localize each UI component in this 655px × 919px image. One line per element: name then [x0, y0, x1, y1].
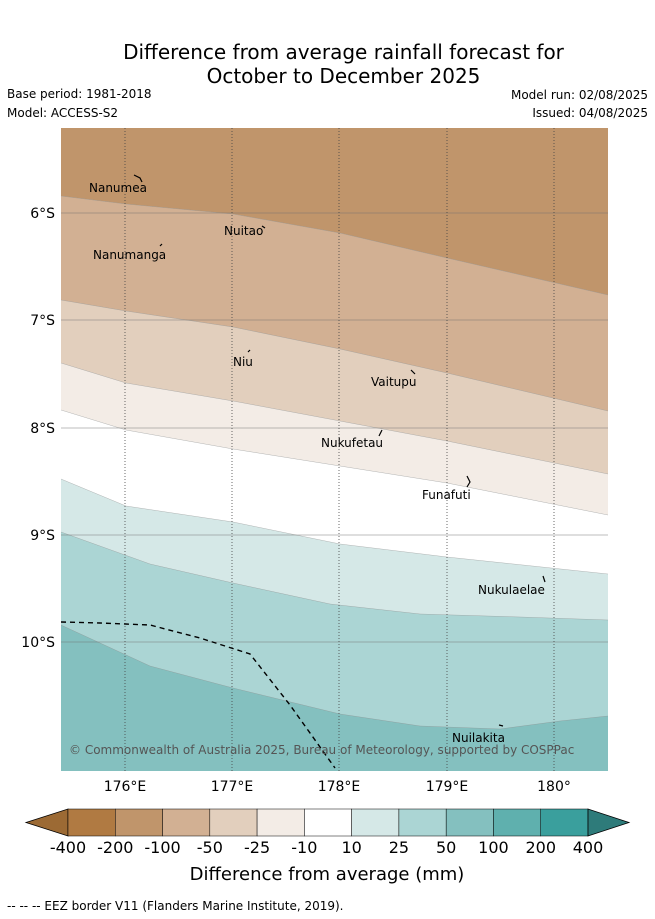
lat-gridlines: [61, 212, 608, 643]
band-neg200-neg100: [61, 128, 608, 295]
band-neg25-neg10: [61, 363, 608, 515]
lon-gridlines: [124, 128, 555, 771]
label-nuilakita: Nuilakita: [452, 731, 505, 745]
island-outlines: [133, 174, 546, 727]
colorbar-bin: [398, 808, 447, 837]
colorbar-title: Difference from average (mm): [190, 864, 465, 885]
model-run: Model run: 02/08/2025: [510, 88, 648, 102]
colorbar-ticks: -400 -200 -100 -50 -25 -10 10 25 50 100 200 400: [50, 838, 603, 857]
lat-label: 7°S: [30, 313, 55, 329]
lat-label: 10°S: [21, 635, 55, 651]
colorbar-tick-label: -25: [244, 838, 270, 857]
label-nuitao: Nuitao: [224, 224, 263, 238]
colorbar-extend-high: [587, 808, 631, 837]
map-area: Nanumea Nuitao Nanumanga Niu Vaitupu Nuk…: [61, 128, 608, 771]
band-neg100-neg50: [61, 196, 608, 411]
colorbar-tick-label: -50: [197, 838, 223, 857]
band-neg50-neg25: [61, 300, 608, 474]
colorbar-tick-label: 200: [525, 838, 556, 857]
lon-axis: 176°E 177°E 178°E 179°E 180°: [104, 779, 571, 795]
island-vaitupu: [410, 369, 416, 375]
colorbar-bin: [209, 808, 258, 837]
band-50-100: [61, 625, 608, 771]
colorbar-bin: [445, 808, 494, 837]
issued-date: Issued: 04/08/2025: [532, 106, 648, 120]
lat-label: 6°S: [30, 206, 55, 222]
colorbar-tick-label: 400: [573, 838, 604, 857]
base-period: Base period: 1981-2018: [7, 87, 152, 101]
lon-label: 176°E: [104, 779, 147, 795]
colorbar-bin: [493, 808, 541, 837]
lat-label: 8°S: [30, 421, 55, 437]
colorbar-bin: [540, 808, 589, 837]
band-boundaries: [61, 195, 608, 730]
copyright-credit: © Commonwealth of Australia 2025, Bureau…: [69, 743, 574, 757]
colorbar-tick-label: 25: [389, 838, 409, 857]
colorbar-extend-low: [24, 808, 69, 837]
colorbar-tick-label: 50: [436, 838, 456, 857]
island-nanumea: [133, 174, 143, 183]
colorbar-tick-label: -100: [144, 838, 180, 857]
island-nuitao: [261, 225, 266, 229]
model-name: Model: ACCESS-S2: [7, 106, 119, 120]
title-line-1: Difference from average rainfall forecas…: [123, 40, 564, 64]
label-nukufetau: Nukufetau: [321, 436, 383, 450]
title-line-2: October to December 2025: [206, 64, 481, 88]
lat-axis: 6°S 7°S 8°S 9°S 10°S: [21, 206, 55, 651]
colorbar-tick-label: -400: [50, 838, 86, 857]
island-nukufetau: [378, 429, 383, 437]
island-nanumanga: [159, 243, 163, 247]
eez-border-line: [61, 621, 336, 769]
lon-label: 178°E: [318, 779, 361, 795]
label-funafuti: Funafuti: [422, 488, 471, 502]
label-nukulaelae: Nukulaelae: [478, 583, 545, 597]
label-niu: Niu: [233, 355, 253, 369]
lon-label: 180°: [537, 779, 571, 795]
label-nanumanga: Nanumanga: [93, 248, 166, 262]
colorbar-tick-label: 10: [341, 838, 361, 857]
colorbar-tick-label: -200: [97, 838, 133, 857]
colorbar-bin: [351, 808, 400, 837]
lon-label: 179°E: [426, 779, 469, 795]
colorbar-tick-label: -10: [291, 838, 317, 857]
colorbar-tick-label: 100: [478, 838, 509, 857]
lon-label: 177°E: [211, 779, 254, 795]
colorbar-bin: [115, 808, 163, 837]
label-nanumea: Nanumea: [89, 181, 147, 195]
colorbar-bin: [304, 808, 352, 837]
label-vaitupu: Vaitupu: [371, 375, 417, 389]
colorbar-bin: [67, 808, 116, 837]
colorbar: [24, 808, 631, 837]
map-title: Difference from average rainfall forecas…: [0, 40, 655, 88]
island-nukulaelae: [542, 575, 546, 583]
colorbar-bin: [162, 808, 211, 837]
lat-label: 9°S: [30, 528, 55, 544]
colorbar-bin: [256, 808, 305, 837]
island-niu: [247, 349, 251, 353]
band-neg10-10: [61, 410, 608, 574]
island-funafuti: [466, 475, 471, 488]
eez-legend-note: -- -- -- EEZ border V11 (Flanders Marine…: [7, 899, 344, 913]
island-nuilakita: [498, 724, 504, 727]
